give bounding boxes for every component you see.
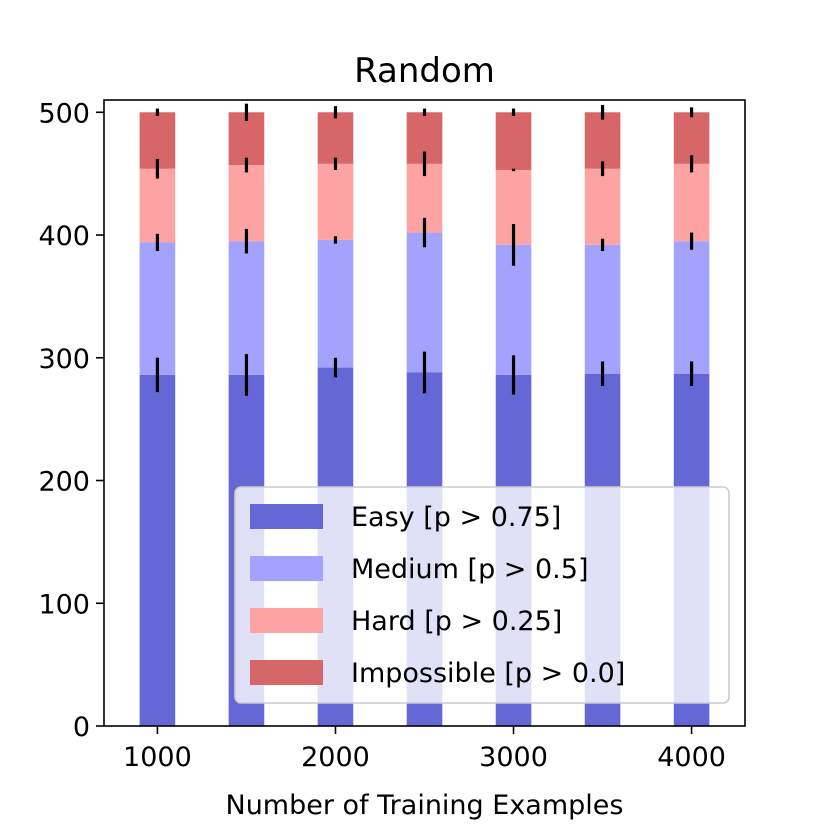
plot-frame — [103, 99, 746, 727]
bar-segment-hard-1000 — [139, 168, 176, 243]
bar-segment-hard-4000 — [673, 163, 710, 242]
legend-label-hard: Hard [p > 0.25] — [351, 606, 562, 637]
bar-segment-impossible-3000 — [495, 112, 532, 170]
bar-segment-medium-1000 — [139, 242, 176, 375]
y-tick-label-500: 500 — [38, 98, 90, 129]
legend-label-impossible: Impossible [p > 0.0] — [351, 658, 625, 689]
bar-segment-hard-1500 — [228, 165, 265, 242]
bar-segment-medium-1500 — [228, 241, 265, 375]
x-tick-label-2000: 2000 — [301, 742, 370, 773]
legend-swatch-impossible — [250, 660, 323, 685]
bar-segment-impossible-3500 — [584, 112, 621, 169]
x-axis-label: Number of Training Examples — [226, 790, 624, 821]
chart-title: Random — [354, 51, 495, 91]
x-tick-label-3000: 3000 — [479, 742, 548, 773]
bar-segment-hard-3500 — [584, 168, 621, 245]
y-tick-label-400: 400 — [38, 221, 90, 252]
bar-segment-easy-1000 — [139, 374, 176, 726]
legend: Easy [p > 0.75] Medium [p > 0.5] Hard [p >… — [234, 486, 730, 704]
errorbars-layer — [155, 103, 694, 396]
legend-swatch-easy — [250, 504, 323, 529]
legend-label-medium: Medium [p > 0.5] — [351, 554, 588, 585]
y-tick-label-300: 300 — [38, 344, 90, 375]
ticks-layer: 0 100 200 300 400 500 1000 2000 3000 4000 — [38, 98, 725, 773]
bar-segment-medium-2000 — [317, 239, 354, 368]
bar-segment-hard-2000 — [317, 163, 354, 240]
bar-segment-medium-2500 — [406, 232, 443, 373]
y-tick-label-0: 0 — [73, 712, 90, 743]
legend-swatch-medium — [250, 556, 323, 581]
bar-segment-medium-4000 — [673, 241, 710, 374]
legend-box — [234, 486, 730, 704]
legend-label-easy: Easy [p > 0.75] — [351, 502, 561, 533]
bar-segment-impossible-1500 — [228, 112, 265, 166]
bar-segment-impossible-2000 — [317, 112, 354, 164]
bar-segment-medium-3000 — [495, 244, 532, 375]
y-tick-label-200: 200 — [38, 467, 90, 498]
legend-swatch-hard — [250, 608, 323, 633]
x-tick-label-1000: 1000 — [123, 742, 192, 773]
x-tick-label-4000: 4000 — [657, 742, 726, 773]
y-tick-label-100: 100 — [38, 589, 90, 620]
bar-segment-medium-3500 — [584, 244, 621, 374]
